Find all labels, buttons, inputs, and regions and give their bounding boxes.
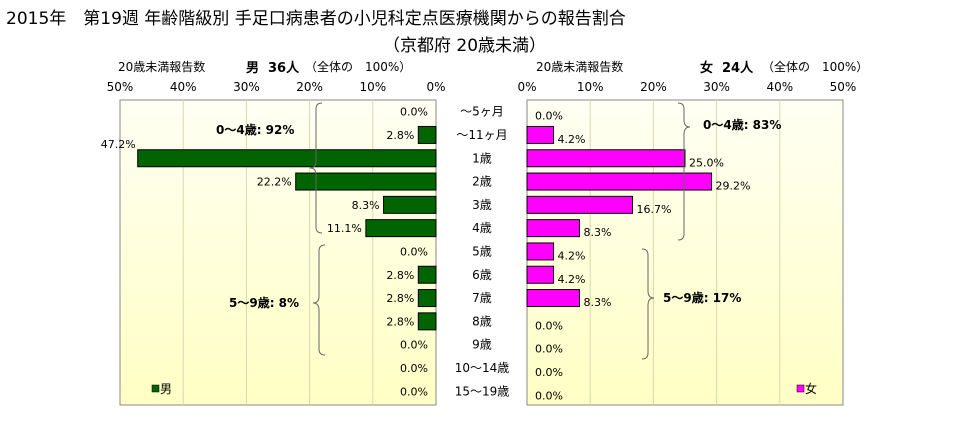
female-tick-label: 20% <box>640 80 667 94</box>
female-value-label: 25.0% <box>689 156 724 169</box>
category-label: ～11ヶ月 <box>456 128 507 142</box>
female-bars <box>526 125 713 308</box>
category-label: 7歳 <box>472 291 492 305</box>
female-bar <box>526 289 580 308</box>
category-label: 10～14歳 <box>455 361 510 375</box>
female-header-count: 24人 <box>722 60 754 76</box>
male-value-label: 2.8% <box>386 269 414 282</box>
female-header-total: （全体の 100%） <box>762 59 868 74</box>
male-value-label: 0.0% <box>400 362 428 375</box>
male-bar <box>137 149 437 168</box>
male-value-label: 11.1% <box>327 222 362 235</box>
female-legend-label: 女 <box>805 381 817 396</box>
page-subtitle: （京都府 20歳未満） <box>383 36 547 56</box>
female-bar <box>526 125 555 144</box>
female-value-label: 16.7% <box>637 203 672 216</box>
category-label: 2歳 <box>472 175 492 189</box>
male-value-label: 0.0% <box>400 385 428 398</box>
female-value-label: 0.0% <box>535 389 563 402</box>
male-value-label: 0.0% <box>400 245 428 258</box>
female-tick-label: 0% <box>517 80 536 94</box>
male-legend-swatch <box>151 384 160 393</box>
female-header-label: 20歳未満報告数 <box>536 59 623 74</box>
male-brace-5-9 <box>312 244 326 356</box>
female-brace-0-4 <box>677 102 691 241</box>
male-bar <box>417 265 437 284</box>
tick-labels: 50% 40% 30% 20% 10% 0% 0% 10% 20% 30% 40% 50% <box>107 80 857 94</box>
female-value-labels: 0.0% 4.2% 25.0% 29.2% 16.7% 8.3% 4.2% 4.2% 8.3% 0… <box>535 110 750 403</box>
female-value-label: 4.2% <box>558 133 586 146</box>
male-tick-label: 10% <box>359 80 386 94</box>
male-value-label: 2.8% <box>386 129 414 142</box>
female-bar <box>526 172 713 191</box>
category-label: 8歳 <box>472 314 492 328</box>
male-group-label-5-9: 5～9歳: 8% <box>229 295 299 310</box>
male-bar <box>417 289 437 308</box>
female-tick-label: 30% <box>703 80 730 94</box>
male-value-label: 2.8% <box>386 292 414 305</box>
male-bar <box>295 172 437 191</box>
female-bar <box>526 265 555 284</box>
male-bar <box>417 125 437 144</box>
female-bar <box>526 195 634 214</box>
female-tick-label: 40% <box>766 80 793 94</box>
male-tick-label: 30% <box>233 80 260 94</box>
male-bar <box>383 195 437 214</box>
female-value-label: 4.2% <box>558 273 586 286</box>
male-bars <box>137 125 437 331</box>
male-value-label: 2.8% <box>386 315 414 328</box>
female-tick-label: 50% <box>830 80 857 94</box>
female-legend-swatch <box>796 384 805 393</box>
category-label: ～5ヶ月 <box>460 105 504 119</box>
category-label: 4歳 <box>472 221 492 235</box>
male-header-count: 36人 <box>268 60 300 76</box>
female-tick-label: 10% <box>577 80 604 94</box>
female-bar <box>526 219 580 238</box>
female-value-label: 8.3% <box>583 296 611 309</box>
male-brace-0-4 <box>309 102 323 234</box>
male-header-label: 20歳未満報告数 <box>118 59 205 74</box>
female-value-label: 4.2% <box>558 249 586 262</box>
female-bar <box>526 149 686 168</box>
female-value-label: 0.0% <box>535 366 563 379</box>
male-value-labels: 0.0% 2.8% 47.2% 22.2% 8.3% 11.1% 0.0% 2.8% 2.8% 2… <box>101 106 428 399</box>
male-value-label: 0.0% <box>400 339 428 352</box>
page-title: 2015年 第19週 年齢階級別 手足口病患者の小児科定点医療機関からの報告割合 <box>6 9 626 29</box>
female-value-label: 29.2% <box>716 180 751 193</box>
female-value-label: 0.0% <box>535 110 563 123</box>
male-tick-label: 50% <box>107 80 134 94</box>
male-bar <box>365 219 437 238</box>
male-value-label: 47.2% <box>101 138 136 151</box>
male-value-label: 8.3% <box>352 199 380 212</box>
male-header-total: （全体の 100%） <box>305 59 411 74</box>
female-group-label-0-4: 0～4歳: 83% <box>703 117 781 132</box>
male-value-label: 22.2% <box>257 176 292 189</box>
male-bar <box>417 312 437 331</box>
male-legend-label: 男 <box>160 382 172 396</box>
category-label: 9歳 <box>472 338 492 352</box>
category-labels: ～5ヶ月 ～11ヶ月 1歳 2歳 3歳 4歳 5歳 6歳 7歳 8歳 9歳 10～14歳 15～19歳 <box>455 105 510 399</box>
female-value-label: 0.0% <box>535 319 563 332</box>
female-header-sex: 女 <box>700 60 713 76</box>
female-value-label: 8.3% <box>583 226 611 239</box>
female-group-label-5-9: 5～9歳: 17% <box>663 290 741 305</box>
category-label: 1歳 <box>472 151 492 165</box>
category-label: 6歳 <box>472 268 492 282</box>
male-value-label: 0.0% <box>400 106 428 119</box>
male-tick-label: 0% <box>426 80 445 94</box>
male-tick-label: 40% <box>170 80 197 94</box>
female-value-label: 0.0% <box>535 343 563 356</box>
female-brace-5-9 <box>641 248 655 360</box>
male-tick-label: 20% <box>296 80 323 94</box>
male-group-label-0-4: 0～4歳: 92% <box>216 122 294 137</box>
category-label: 3歳 <box>472 198 492 212</box>
category-label: 5歳 <box>472 244 492 258</box>
category-label: 15～19歳 <box>455 384 510 398</box>
female-bar <box>526 242 555 261</box>
male-header-sex: 男 <box>246 61 259 76</box>
male-plot-area <box>119 99 437 406</box>
